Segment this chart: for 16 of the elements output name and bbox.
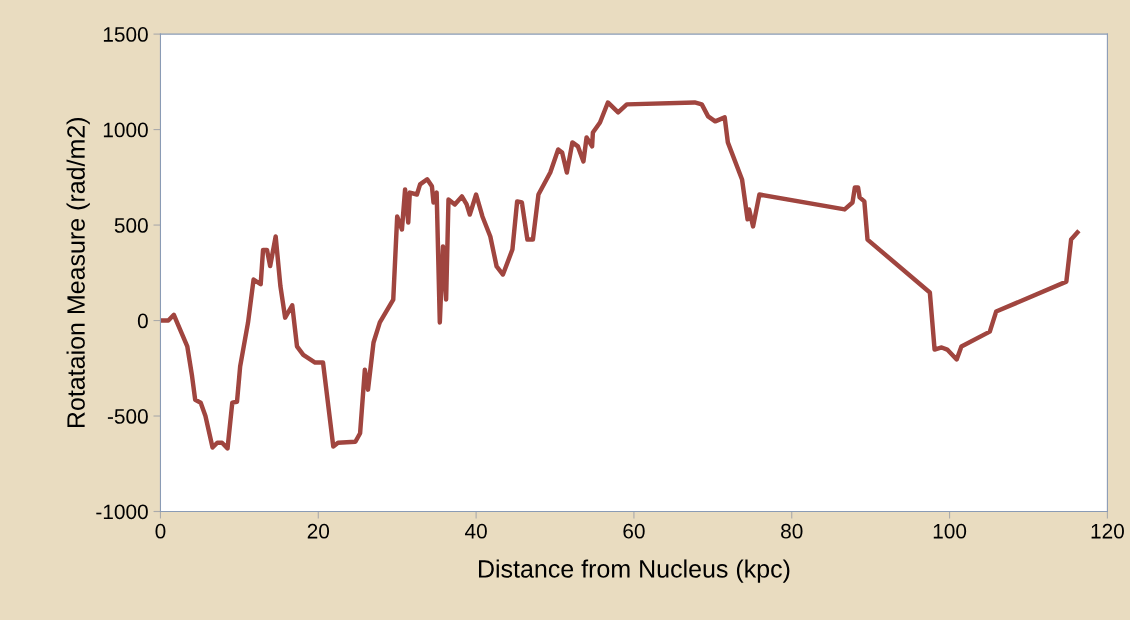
x-tick-label: 40 bbox=[465, 523, 487, 539]
y-tick-label: 0 bbox=[137, 313, 148, 329]
y-tick-label: -1000 bbox=[96, 504, 148, 520]
y-tick-label: -500 bbox=[107, 409, 148, 424]
x-tick-label: 0 bbox=[155, 523, 166, 539]
x-tick-label: 60 bbox=[623, 523, 645, 539]
x-tick-label: 80 bbox=[781, 523, 803, 539]
y-tick-label: 500 bbox=[114, 218, 148, 233]
x-tick-label: 20 bbox=[307, 523, 330, 539]
line-series bbox=[160, 100, 1080, 451]
x-tick-label: 120 bbox=[1091, 523, 1124, 539]
x-tick-label: 100 bbox=[933, 523, 967, 539]
y-tick-label: 1000 bbox=[103, 122, 148, 138]
x-axis-title: Distance from Nucleus (kpc) bbox=[479, 559, 790, 583]
y-axis-title: Rotataion Measure (rad/m2) bbox=[66, 118, 90, 428]
y-tick-label: 1500 bbox=[103, 27, 148, 42]
